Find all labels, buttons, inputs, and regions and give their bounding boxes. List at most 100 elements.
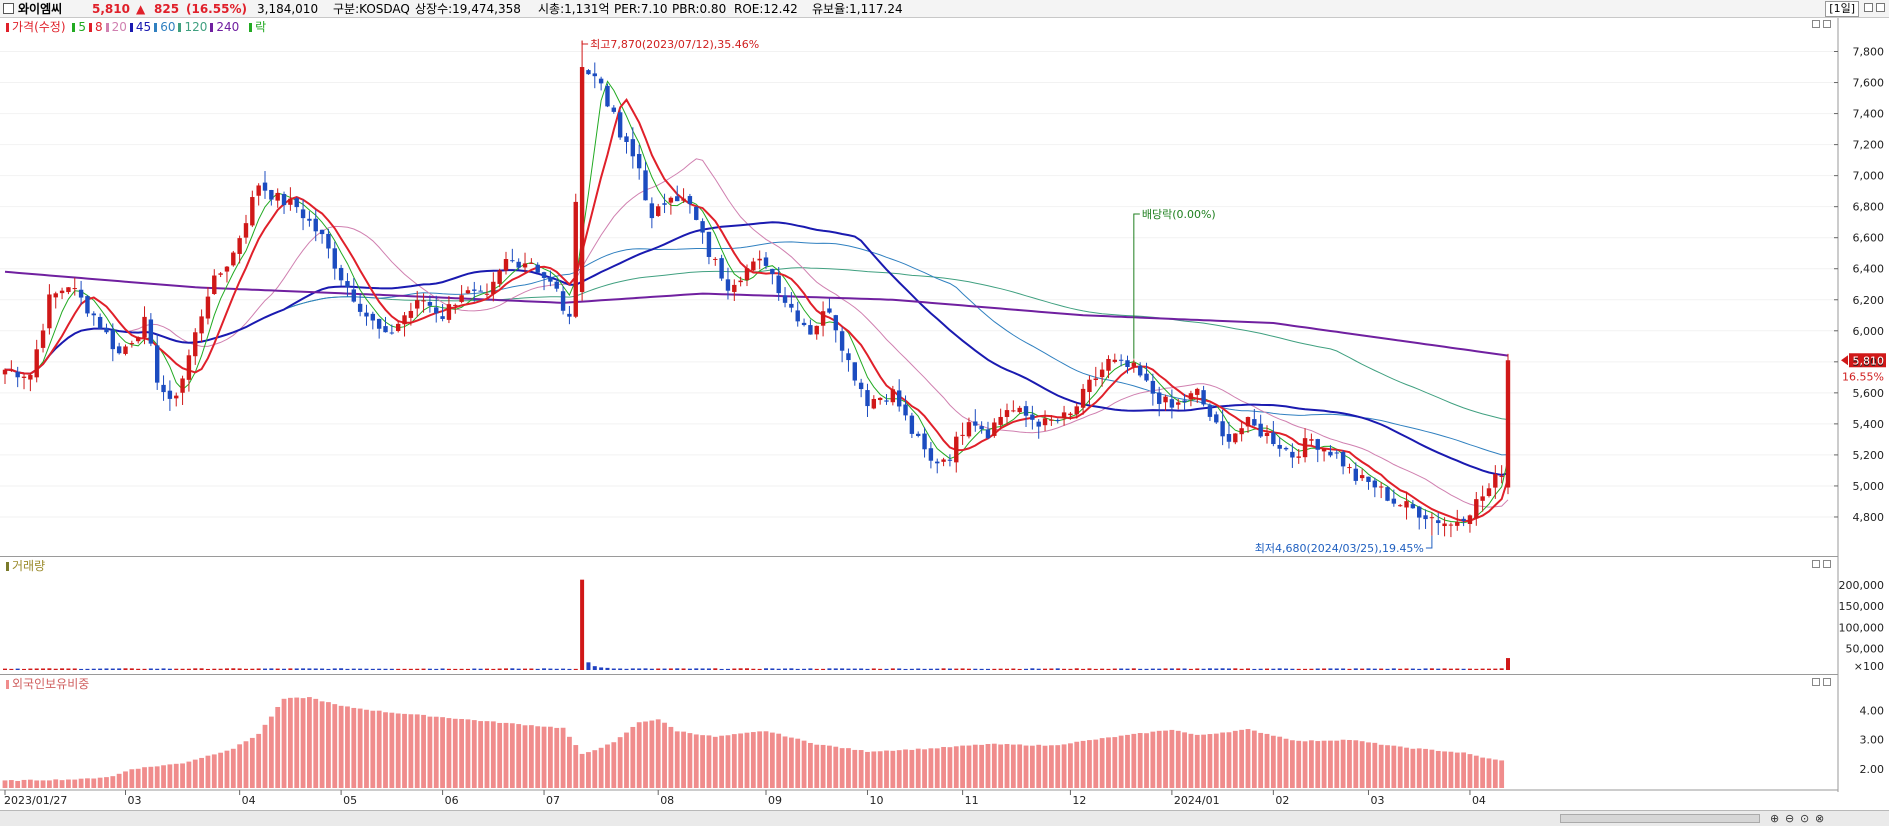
zoom-out-icon[interactable]: ⊖ <box>1785 812 1795 825</box>
foreign-bar <box>668 726 674 788</box>
panel-close-icon[interactable] <box>1823 20 1831 28</box>
candle-body <box>66 287 71 293</box>
foreign-bar <box>1106 737 1111 788</box>
candle-body <box>681 198 686 201</box>
candle-body <box>1080 388 1086 408</box>
foreign-bar <box>598 747 604 788</box>
select-checkbox[interactable] <box>3 3 14 14</box>
candle-body <box>1093 378 1098 381</box>
foreign-bar <box>376 710 382 788</box>
candle-body <box>174 395 179 399</box>
panel-close-icon[interactable] <box>1823 560 1831 568</box>
volume-bar <box>789 668 794 670</box>
volume-bar <box>656 668 661 670</box>
volume-bar <box>985 668 990 670</box>
price-tick-label: 6,400 <box>1853 263 1885 276</box>
candle-body <box>186 355 192 380</box>
candle-body <box>586 70 591 75</box>
candle-body <box>1264 433 1270 437</box>
panel-restore-icon[interactable] <box>1812 20 1820 28</box>
zoom-in-icon[interactable]: ⊕ <box>1770 812 1780 825</box>
volume-bar <box>681 668 686 670</box>
volume-bar <box>535 668 540 670</box>
candle-body <box>789 303 794 308</box>
volume-bar <box>567 668 572 670</box>
foreign-tick-label: 3.00 <box>1860 734 1885 747</box>
volume-bar <box>1062 668 1067 670</box>
foreign-bar <box>1175 730 1181 788</box>
volume-bar <box>1125 668 1130 670</box>
volume-bar <box>611 668 616 670</box>
chart-grid <box>0 18 1889 810</box>
foreign-bar <box>243 741 249 788</box>
foreign-bar <box>535 726 541 788</box>
candle-body <box>1499 475 1504 477</box>
price-tick-label: 5,200 <box>1853 449 1885 462</box>
volume-bar <box>237 668 242 670</box>
restore-icon[interactable] <box>1864 3 1873 12</box>
listed-shares: 상장수:19,474,358 <box>415 2 521 16</box>
foreign-bar <box>66 779 71 788</box>
foreign-bar <box>1410 748 1416 788</box>
foreign-bar <box>611 742 617 788</box>
foreign-bar <box>15 780 21 788</box>
foreign-bar <box>446 718 452 788</box>
volume-bar <box>1277 668 1282 670</box>
volume-bar <box>960 668 965 670</box>
candle-body <box>643 170 648 201</box>
foreign-bar <box>1467 754 1473 788</box>
volume-bar <box>434 668 439 670</box>
zoom-fit-icon[interactable]: ⊗ <box>1815 812 1825 825</box>
volume-bar <box>313 668 318 670</box>
legend-ex-label: 락 <box>255 20 267 34</box>
candle-body <box>1137 365 1143 376</box>
volume-bar <box>91 668 96 670</box>
foreign-bar <box>123 771 128 788</box>
volume-bar <box>662 668 667 670</box>
panel-close-icon[interactable] <box>1823 678 1831 686</box>
candle-body <box>459 295 464 302</box>
price-change-pct: (16.55%) <box>186 2 247 16</box>
volume-bar <box>79 668 84 670</box>
candle-body <box>1239 428 1244 435</box>
legend-marker-icon <box>154 23 158 32</box>
panel-restore-icon[interactable] <box>1812 560 1820 568</box>
volume-bar <box>1157 668 1162 670</box>
candle-body <box>979 426 984 430</box>
panel-restore-icon[interactable] <box>1812 678 1820 686</box>
candle-body <box>1049 419 1054 421</box>
candle-body <box>1036 421 1041 427</box>
foreign-bar <box>1334 740 1340 788</box>
moving-averages <box>4 80 1509 524</box>
close-icon[interactable] <box>1876 3 1885 12</box>
foreign-legend: 외국인보유비중 <box>6 677 92 691</box>
foreign-bar <box>877 751 883 788</box>
price-tick-label: 7,600 <box>1853 77 1885 90</box>
volume-bar <box>973 668 978 670</box>
volume-bars <box>3 579 1510 670</box>
volume-bar <box>465 668 470 670</box>
candle-body <box>1448 524 1454 526</box>
time-scrollbar[interactable] <box>1560 814 1760 823</box>
candle-body <box>326 233 331 249</box>
foreign-bar <box>788 737 794 788</box>
period-selector[interactable]: [1일] <box>1825 1 1859 17</box>
ma8-line <box>4 98 1509 523</box>
volume-bar <box>1493 668 1498 670</box>
foreign-bar <box>249 737 255 788</box>
pbr-value: PBR:0.80 <box>672 2 727 16</box>
foreign-bar <box>1125 734 1130 788</box>
candle-body <box>1118 359 1124 361</box>
foreign-bar <box>1074 741 1080 788</box>
volume-bar <box>453 668 458 670</box>
candle-body <box>212 275 217 294</box>
foreign-bar <box>1201 734 1206 788</box>
candle-body <box>675 196 680 202</box>
candle-body <box>1353 468 1358 481</box>
foreign-bar <box>91 778 97 788</box>
candle-body <box>1220 421 1225 437</box>
price-tick-label: 6,800 <box>1853 201 1885 214</box>
foreign-bar <box>1372 742 1378 788</box>
zoom-reset-icon[interactable]: ⊙ <box>1800 812 1810 825</box>
